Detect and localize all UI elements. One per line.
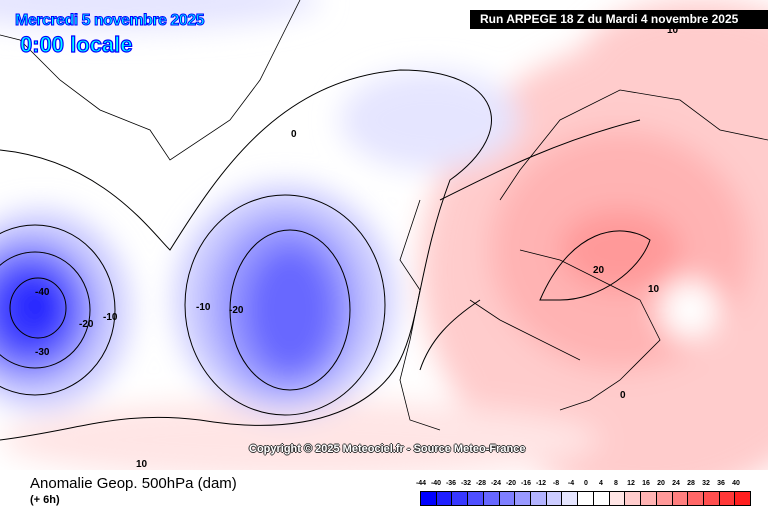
legend-ticks: -44 -40 -36 -32 -28 -24 -20 -16 -12 -8 -4 0 4 8 12 16 20… bbox=[416, 480, 768, 490]
legend-swatch bbox=[672, 492, 689, 505]
legend-tick-label: 0 bbox=[584, 480, 588, 487]
lead-time: (+ 6h) bbox=[30, 494, 60, 506]
legend-swatch bbox=[546, 492, 563, 505]
legend-tick-label: -44 bbox=[415, 480, 427, 487]
contour-label: 10 bbox=[667, 25, 679, 36]
contour-label: 10 bbox=[648, 284, 660, 295]
legend-tick-label: 36 bbox=[717, 480, 725, 487]
legend-tick-label: -4 bbox=[567, 480, 575, 487]
legend-swatch bbox=[719, 492, 736, 505]
legend-tick-label: -24 bbox=[490, 480, 502, 487]
legend-tick-label: -36 bbox=[445, 480, 457, 487]
contour-labels: 0 -10 -20 -10 -20 -30 -40 10 20 10 0 10 bbox=[35, 25, 679, 470]
contour-label: 10 bbox=[136, 459, 148, 470]
legend-swatch bbox=[703, 492, 720, 505]
contour-label: -30 bbox=[35, 347, 50, 358]
legend-tick-label: 4 bbox=[599, 480, 603, 487]
forecast-date: Mercredi 5 novembre 2025 bbox=[15, 12, 206, 30]
legend-tick-label: -32 bbox=[460, 480, 472, 487]
legend-swatch bbox=[421, 492, 437, 505]
legend-swatch bbox=[688, 492, 704, 505]
contour-label: -40 bbox=[35, 287, 50, 298]
legend-tick-label: 20 bbox=[657, 480, 665, 487]
legend-swatch bbox=[578, 492, 594, 505]
legend-tick-label: 24 bbox=[672, 480, 680, 487]
legend-swatch bbox=[436, 492, 453, 505]
legend-swatch bbox=[515, 492, 532, 505]
legend-swatch bbox=[609, 492, 626, 505]
legend-swatch bbox=[593, 492, 610, 505]
legend-swatch bbox=[625, 492, 642, 505]
anomaly-map: 0 -10 -20 -10 -20 -30 -40 10 20 10 0 10 bbox=[0, 0, 768, 470]
legend-swatch bbox=[562, 492, 579, 505]
map-title: Anomalie Geop. 500hPa (dam) bbox=[30, 475, 237, 492]
legend-swatch bbox=[452, 492, 469, 505]
legend-tick-label: -20 bbox=[505, 480, 517, 487]
legend-tick-label: 16 bbox=[642, 480, 650, 487]
legend-swatch bbox=[531, 492, 547, 505]
legend-swatch bbox=[656, 492, 673, 505]
contour-label: 0 bbox=[291, 129, 297, 140]
legend-tick-label: 12 bbox=[627, 480, 635, 487]
legend-swatch bbox=[735, 492, 751, 505]
contour-label: 0 bbox=[620, 390, 626, 401]
contour-label: 20 bbox=[593, 265, 605, 276]
contour-label: -10 bbox=[103, 312, 118, 323]
legend-swatch bbox=[641, 492, 657, 505]
legend-tick-label: 40 bbox=[732, 480, 740, 487]
legend-bar bbox=[420, 491, 751, 506]
copyright: Copyright © 2025 Meteociel.fr - Source M… bbox=[249, 443, 526, 455]
color-legend: -44 -40 -36 -32 -28 -24 -20 -16 -12 -8 -4 0 4 8 12 16 20… bbox=[416, 480, 768, 506]
contour-label: -20 bbox=[79, 319, 94, 330]
forecast-time: 0:00 locale bbox=[19, 31, 133, 57]
contour-label: -20 bbox=[229, 305, 244, 316]
contour-label: -10 bbox=[196, 302, 211, 313]
legend-swatch bbox=[499, 492, 516, 505]
legend-swatch bbox=[483, 492, 500, 505]
contours bbox=[0, 69, 651, 441]
legend-tick-label: -16 bbox=[520, 480, 532, 487]
legend-tick-label: 32 bbox=[702, 480, 710, 487]
legend-tick-label: -40 bbox=[430, 480, 442, 487]
legend-tick-label: -28 bbox=[475, 480, 487, 487]
legend-tick-label: -12 bbox=[535, 480, 547, 487]
model-run-banner: Run ARPEGE 18 Z du Mardi 4 novembre 2025 bbox=[470, 10, 768, 29]
coastlines bbox=[0, 0, 768, 431]
legend-tick-label: -8 bbox=[552, 480, 560, 487]
legend-tick-label: 8 bbox=[614, 480, 618, 487]
legend-swatch bbox=[468, 492, 484, 505]
legend-tick-label: 28 bbox=[687, 480, 695, 487]
